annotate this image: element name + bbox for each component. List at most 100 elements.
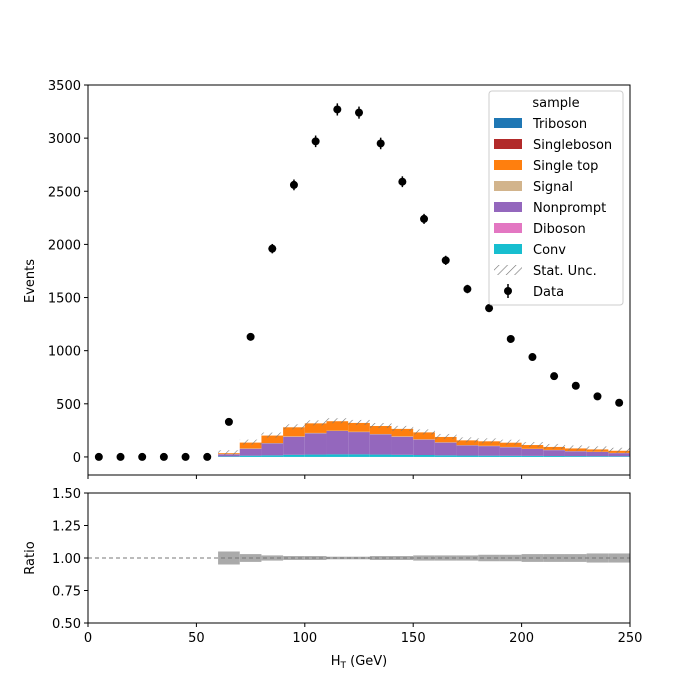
bar-conv — [218, 456, 240, 457]
legend-label: Diboson — [533, 222, 586, 237]
bar-nonprompt — [369, 434, 392, 455]
data-point — [463, 285, 472, 294]
bar-single-top — [391, 428, 414, 437]
bar-single-top — [434, 436, 457, 443]
bar-nonprompt — [499, 447, 522, 456]
data-point — [506, 334, 515, 343]
bar-nonprompt — [413, 439, 435, 456]
ratio-band-bin — [586, 553, 609, 563]
ratio-y-tick-label: 1.25 — [52, 520, 81, 535]
data-point — [485, 304, 494, 313]
legend-label: Signal — [533, 180, 573, 195]
main-y-axis: 0 500 1000 1500 2000 2500 3000 3500 — [48, 79, 88, 466]
ratio-panel: 0.50 0.75 1.00 1.25 1.50 0 50 100 150 200 250 Rat… — [23, 487, 642, 671]
data-points — [94, 103, 624, 461]
legend-swatch-diboson — [494, 223, 522, 233]
ratio-band-bin — [326, 556, 349, 560]
data-point — [181, 452, 190, 461]
legend-swatch-conv — [494, 244, 522, 254]
legend-swatch-stat-unc — [494, 265, 522, 275]
ratio-band-bin — [391, 556, 414, 560]
bar-conv — [499, 455, 522, 457]
bar-conv — [348, 454, 370, 457]
legend-box — [488, 90, 624, 306]
ratio-band-bin — [608, 553, 630, 563]
bar-conv — [564, 456, 587, 457]
legend-label: Triboson — [532, 117, 587, 132]
bar-nonprompt — [434, 442, 457, 456]
y-tick-label: 3000 — [48, 132, 81, 147]
bar-conv — [326, 454, 349, 457]
data-point — [311, 137, 320, 146]
bar-nonprompt — [586, 451, 609, 457]
bar-nonprompt — [608, 453, 630, 457]
x-tick-label: 150 — [401, 631, 426, 646]
legend-entries: Triboson Singleboson Single top Signal Nonpr… — [494, 117, 612, 300]
ratio-y-axis: 0.50 0.75 1.00 1.25 1.50 — [52, 487, 88, 632]
y-tick-label: 2500 — [48, 185, 81, 200]
data-point — [116, 452, 125, 461]
legend-swatch-single-top — [494, 160, 522, 170]
stat-unc-hatch — [434, 433, 457, 439]
bar-conv — [521, 455, 544, 457]
main-x-axis — [87, 475, 631, 479]
data-point — [615, 398, 624, 407]
data-point — [333, 105, 342, 114]
bar-conv — [261, 455, 284, 457]
legend-swatch-triboson — [494, 118, 522, 128]
ratio-y-tick-label: 0.75 — [52, 585, 81, 600]
bar-nonprompt — [478, 446, 500, 456]
stat-unc-hatch — [564, 445, 587, 451]
bar-single-top — [369, 426, 392, 434]
bar-nonprompt — [283, 436, 305, 455]
ratio-y-tick-label: 0.50 — [52, 617, 81, 632]
bar-nonprompt — [326, 431, 349, 455]
bar-conv — [478, 455, 500, 457]
stat-unc-hatch — [499, 439, 522, 445]
stat-unc-hatch — [369, 423, 392, 429]
stat-unc-hatch — [348, 419, 370, 425]
x-tick-label: 0 — [84, 631, 92, 646]
data-point — [441, 256, 450, 265]
bar-nonprompt — [391, 436, 414, 455]
data-point — [593, 392, 602, 401]
bar-conv — [283, 454, 305, 457]
y-tick-label: 0 — [73, 451, 81, 466]
y-axis-title-ratio: Ratio — [23, 541, 38, 574]
y-tick-label: 1500 — [48, 292, 81, 307]
y-axis-title-events: Events — [23, 259, 38, 303]
data-point — [420, 214, 429, 223]
data-point — [246, 332, 255, 341]
bar-conv — [456, 455, 479, 457]
stat-unc-hatch — [608, 447, 630, 453]
legend-swatch-signal — [494, 181, 522, 191]
data-point — [355, 108, 363, 117]
bar-conv — [304, 454, 327, 457]
data-point — [550, 372, 559, 381]
stat-unc-hatch — [543, 443, 565, 449]
bar-single-top — [499, 442, 522, 447]
data-point — [376, 139, 385, 148]
bar-single-top — [304, 423, 327, 433]
stat-unc-hatch — [304, 420, 327, 426]
legend-title: sample — [532, 96, 579, 111]
bar-nonprompt — [456, 445, 479, 456]
ratio-band-bin — [564, 554, 587, 562]
stat-unc-hatch — [239, 439, 262, 445]
legend-swatch-singleboson — [494, 139, 522, 149]
bar-conv — [543, 455, 565, 457]
bar-single-top — [239, 442, 262, 449]
main-panel: 0 500 1000 1500 2000 2500 3000 3500 Events — [23, 79, 631, 479]
data-point — [528, 353, 537, 362]
ratio-y-tick-label: 1.50 — [52, 487, 81, 502]
stat-unc-hatch — [586, 446, 609, 452]
y-tick-label: 3500 — [48, 79, 81, 94]
bar-nonprompt — [521, 448, 544, 456]
stat-unc-hatch — [413, 429, 435, 435]
ratio-y-tick-label: 1.00 — [52, 552, 81, 567]
bar-single-top — [261, 435, 284, 444]
y-tick-label: 1000 — [48, 345, 81, 360]
bar-single-top — [456, 440, 479, 446]
x-tick-label: 50 — [188, 631, 205, 646]
